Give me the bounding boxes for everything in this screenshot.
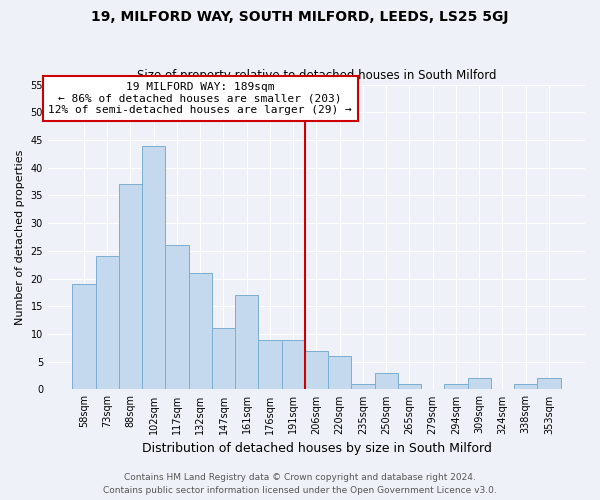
Y-axis label: Number of detached properties: Number of detached properties [15, 150, 25, 324]
X-axis label: Distribution of detached houses by size in South Milford: Distribution of detached houses by size … [142, 442, 491, 455]
Bar [119, 184, 142, 390]
Bar [352, 384, 374, 390]
Bar [142, 146, 166, 390]
Bar [95, 256, 119, 390]
Title: Size of property relative to detached houses in South Milford: Size of property relative to detached ho… [137, 69, 496, 82]
Bar [188, 273, 212, 390]
Bar [235, 295, 259, 390]
Bar [73, 284, 95, 390]
Bar [514, 384, 538, 390]
Text: Contains HM Land Registry data © Crown copyright and database right 2024.
Contai: Contains HM Land Registry data © Crown c… [103, 474, 497, 495]
Bar [445, 384, 467, 390]
Bar [328, 356, 352, 390]
Bar [538, 378, 560, 390]
Bar [374, 373, 398, 390]
Bar [212, 328, 235, 390]
Bar [305, 350, 328, 390]
Bar [467, 378, 491, 390]
Bar [259, 340, 281, 390]
Bar [166, 246, 188, 390]
Bar [281, 340, 305, 390]
Text: 19 MILFORD WAY: 189sqm
← 86% of detached houses are smaller (203)
12% of semi-de: 19 MILFORD WAY: 189sqm ← 86% of detached… [49, 82, 352, 115]
Bar [398, 384, 421, 390]
Text: 19, MILFORD WAY, SOUTH MILFORD, LEEDS, LS25 5GJ: 19, MILFORD WAY, SOUTH MILFORD, LEEDS, L… [91, 10, 509, 24]
